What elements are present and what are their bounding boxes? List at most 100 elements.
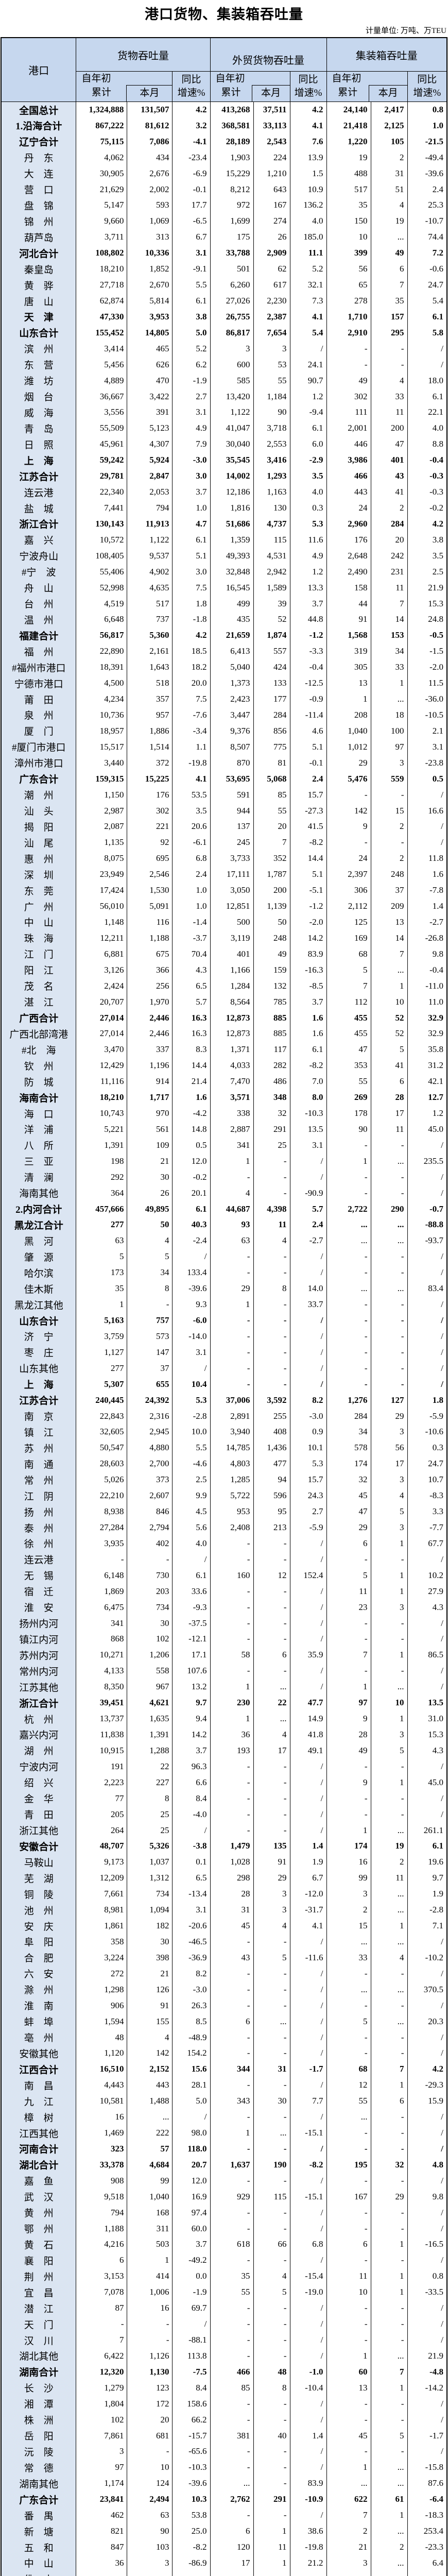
cargo-month-cell: 846	[127, 1503, 173, 1520]
container-cumulative-cell: 5	[326, 1567, 371, 1584]
port-name-cell: 清 澜	[1, 1169, 77, 1185]
table-row: 揭 阳 2,087 221 20.6 137 20 41.5 9 2 /	[1, 818, 447, 835]
cargo-yoy-cell: 15.6	[172, 2061, 211, 2077]
port-name-cell: 扬州内河	[1, 1615, 77, 1631]
subheader-this-month: 本月	[368, 85, 407, 101]
cargo-month-cell: 655	[127, 1376, 173, 1393]
foreign-yoy-cell: 6.7	[289, 1870, 327, 1886]
container-month-cell: -	[370, 1248, 408, 1265]
cargo-yoy-cell: 3.1	[172, 404, 211, 420]
cargo-yoy-cell: 13.2	[172, 1679, 211, 1695]
cargo-month-cell: 2,161	[127, 643, 173, 659]
container-month-cell: 1	[370, 1583, 408, 1600]
table-header: 港口 货物吞吐量 外贸货物吞吐量 集装箱吞吐量 自年初 累计 本月 同比 增速% …	[1, 37, 447, 102]
container-yoy-cell: 261.1	[407, 1822, 447, 1838]
container-cumulative-cell: -	[326, 1312, 371, 1329]
container-cumulative-cell: 49	[326, 1742, 371, 1759]
cargo-month-cell: 1,530	[127, 882, 173, 899]
container-month-cell: 1	[370, 978, 408, 994]
container-month-cell: ...	[370, 962, 408, 978]
cargo-month-cell: 5	[127, 1248, 173, 1265]
cargo-yoy-cell: 20.7	[172, 2157, 211, 2173]
cargo-cumulative-cell: 55,406	[76, 564, 128, 580]
container-cumulative-cell: ...	[326, 1232, 371, 1249]
foreign-month-cell: 3	[253, 1886, 290, 1902]
container-cumulative-cell: 24	[326, 850, 371, 867]
foreign-yoy-cell: -1.0	[289, 2364, 327, 2380]
foreign-cumulative-cell: 1,373	[210, 675, 254, 691]
cargo-cumulative-cell: 22,843	[76, 1408, 128, 1425]
cargo-yoy-cell: 6.8	[172, 850, 211, 867]
foreign-cumulative-cell: 4,033	[210, 1057, 254, 1074]
container-month-cell: -	[370, 787, 408, 803]
table-row: 嘉 鱼 908 99 12.0 - - / - - /	[1, 2173, 447, 2189]
foreign-cumulative-cell: 500	[210, 914, 254, 930]
foreign-yoy-cell: 21.2	[289, 2555, 327, 2571]
container-yoy-cell: /	[407, 1137, 447, 1154]
cargo-cumulative-cell: 3,440	[76, 755, 128, 771]
foreign-cumulative-cell: -	[210, 1965, 254, 1982]
foreign-yoy-cell: 3.5	[289, 468, 327, 484]
container-yoy-cell: /	[407, 1376, 447, 1393]
foreign-cumulative-cell: 3	[210, 341, 254, 357]
foreign-cumulative-cell: 15,229	[210, 165, 254, 182]
foreign-yoy-cell: -5.9	[289, 1519, 327, 1536]
foreign-month-cell: -	[253, 1535, 290, 1552]
foreign-cumulative-cell: 85	[210, 2380, 254, 2396]
container-cumulative-cell: 34	[326, 1424, 371, 1440]
cargo-cumulative-cell: 27,284	[76, 1519, 128, 1536]
container-cumulative-cell: 174	[326, 1838, 371, 1854]
foreign-cumulative-cell: -	[210, 1758, 254, 1775]
foreign-cumulative-cell: -	[210, 1328, 254, 1345]
container-yoy-cell: /	[407, 1934, 447, 1950]
foreign-cumulative-cell: 1,285	[210, 1471, 254, 1488]
container-month-cell: -	[370, 1806, 408, 1823]
cargo-yoy-cell: -39.6	[172, 2475, 211, 2492]
cargo-yoy-cell: 20.6	[172, 818, 211, 835]
foreign-cumulative-cell: -	[210, 2077, 254, 2093]
container-month-cell: ...	[370, 1981, 408, 1998]
foreign-cumulative-cell: 43	[210, 1950, 254, 1966]
table-row: 苏州内河 10,271 1,206 17.1 58 6 35.9 7 1 86.…	[1, 1647, 447, 1663]
container-yoy-cell: 20.3	[407, 2013, 447, 2030]
table-row: 全国总计 1,324,888 131,507 4.2 413,268 37,51…	[1, 101, 447, 118]
container-yoy-cell: 27.9	[407, 1583, 447, 1600]
foreign-month-cell: 5	[253, 1950, 290, 1966]
port-name-cell: 辽宁合计	[1, 133, 77, 150]
container-month-cell: 7	[370, 277, 408, 293]
table-row: 五 和 847 103 -8.2 120 11 -19.8 21 2 -23.3	[1, 2539, 447, 2555]
table-row: 八 所 1,391 109 0.5 341 25 3.1 - - /	[1, 1137, 447, 1154]
table-row: 福 州 22,890 2,161 18.5 6,413 557 -3.3 319…	[1, 643, 447, 659]
port-name-cell: 汕 头	[1, 803, 77, 819]
cargo-yoy-cell: 154.2	[172, 2045, 211, 2061]
foreign-month-cell: 62	[253, 261, 290, 277]
foreign-month-cell: -	[253, 2332, 290, 2348]
container-month-cell: 11	[370, 580, 408, 596]
cargo-yoy-cell: 40.3	[172, 1217, 211, 1233]
table-row: 株 洲 102 20 66.2 - - / - - /	[1, 2412, 447, 2428]
cargo-month-cell: 131,507	[127, 101, 173, 118]
container-yoy-cell: -0.3	[407, 484, 447, 500]
foreign-cumulative-cell: 501	[210, 261, 254, 277]
foreign-cumulative-cell: -	[210, 2141, 254, 2157]
foreign-yoy-cell: /	[289, 1679, 327, 1695]
table-row: 安 庆 1,861 182 -20.6 45 4 4.1 15 1 7.1	[1, 1918, 447, 1934]
cargo-cumulative-cell: 18,957	[76, 723, 128, 739]
cargo-cumulative-cell: 97	[76, 2459, 128, 2476]
foreign-cumulative-cell: -	[210, 1551, 254, 1568]
container-month-cell: 231	[370, 564, 408, 580]
port-name-cell: 阜 阳	[1, 1934, 77, 1950]
cargo-month-cell: 116	[127, 914, 173, 930]
container-cumulative-cell: -	[326, 1248, 371, 1265]
table-row: 湘 潭 1,804 172 158.6 - - / - - /	[1, 2396, 447, 2412]
container-cumulative-cell: 2,001	[326, 420, 371, 436]
port-name-cell: 浙江其他	[1, 1822, 77, 1838]
container-cumulative-cell: -	[326, 2141, 371, 2157]
port-name-cell: 秦皇岛	[1, 261, 77, 277]
container-month-cell: -	[370, 2252, 408, 2268]
cargo-cumulative-cell: 45,961	[76, 436, 128, 452]
port-name-cell: 佳木斯	[1, 1280, 77, 1297]
cargo-cumulative-cell: 87	[76, 2300, 128, 2316]
subheader-cumulative: 累计	[338, 87, 358, 98]
table-row: 东 营 5,456 626 6.2 600 53 24.1 - - /	[1, 357, 447, 373]
